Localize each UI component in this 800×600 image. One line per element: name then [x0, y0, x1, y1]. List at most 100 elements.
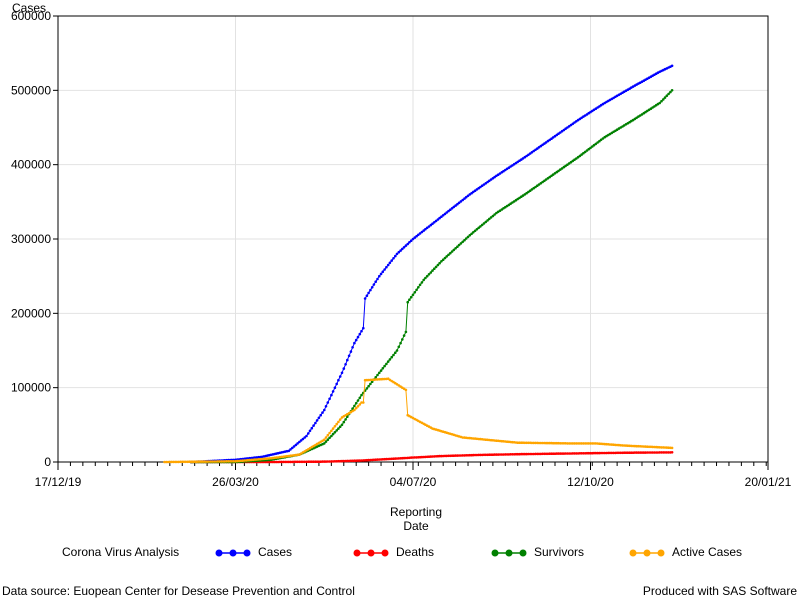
data-point — [498, 453, 502, 456]
data-point — [358, 332, 362, 336]
data-point — [575, 452, 578, 455]
data-point — [372, 283, 376, 286]
data-point — [566, 442, 569, 445]
data-point — [273, 460, 276, 464]
data-point — [376, 373, 379, 377]
data-point — [454, 247, 457, 250]
data-point — [287, 449, 291, 453]
data-point — [454, 204, 457, 207]
data-point — [463, 238, 466, 242]
data-point — [560, 167, 564, 170]
data-point — [383, 364, 386, 368]
data-point — [523, 452, 527, 456]
data-point — [610, 451, 614, 455]
data-point — [658, 451, 661, 454]
data-point — [411, 293, 415, 297]
x-tick-label: 17/12/19 — [35, 475, 82, 489]
data-point — [473, 453, 477, 457]
series-layer — [163, 64, 674, 464]
data-point — [539, 144, 543, 148]
data-point — [665, 94, 669, 97]
data-point — [175, 460, 179, 464]
data-point — [344, 418, 347, 421]
data-point — [541, 441, 544, 445]
data-point — [424, 276, 427, 280]
data-point — [429, 271, 433, 274]
data-point — [402, 334, 406, 337]
data-point — [298, 440, 301, 444]
data-point — [479, 185, 482, 189]
data-point — [305, 434, 308, 438]
data-point — [479, 225, 482, 228]
x-tick-label: 20/01/21 — [745, 475, 792, 489]
data-point — [559, 442, 562, 445]
data-point — [548, 452, 551, 456]
data-point — [324, 405, 328, 408]
data-point — [323, 408, 326, 412]
data-point — [431, 222, 434, 225]
data-point — [587, 451, 590, 455]
data-point — [546, 441, 550, 445]
data-point — [298, 460, 301, 464]
data-point — [307, 432, 310, 435]
data-point — [551, 441, 555, 445]
data-point — [324, 436, 328, 439]
data-point — [447, 209, 450, 213]
data-point — [461, 198, 465, 202]
data-point — [356, 405, 360, 408]
data-point — [165, 460, 168, 464]
data-point — [292, 445, 296, 448]
data-point — [670, 64, 674, 68]
data-point — [289, 460, 292, 464]
data-point — [580, 153, 583, 156]
data-point — [390, 355, 394, 359]
data-point — [541, 452, 544, 456]
data-point — [670, 446, 674, 450]
data-point — [193, 460, 196, 464]
data-point — [559, 452, 562, 455]
data-point — [589, 442, 592, 445]
axes — [53, 15, 769, 470]
data-point — [638, 451, 642, 454]
footnote-source: Data source: Euopean Center for Desease … — [2, 584, 355, 598]
data-point — [479, 453, 482, 457]
data-point — [338, 375, 342, 378]
data-point — [457, 454, 461, 457]
data-point — [310, 460, 314, 464]
data-point — [438, 454, 441, 458]
data-point — [447, 454, 450, 458]
data-point — [493, 453, 496, 456]
data-point — [518, 441, 521, 445]
data-point — [488, 453, 491, 457]
data-point — [452, 205, 456, 209]
series-active-cases — [163, 377, 674, 464]
data-point — [527, 153, 530, 157]
data-point — [314, 421, 317, 425]
data-point — [425, 226, 429, 230]
data-point — [392, 353, 395, 357]
data-point — [362, 401, 365, 404]
data-point — [539, 441, 543, 445]
data-point — [333, 460, 337, 463]
data-point — [601, 137, 605, 140]
data-point — [530, 151, 534, 154]
data-point — [331, 427, 335, 430]
data-point — [363, 297, 367, 300]
data-point — [212, 460, 216, 463]
data-point — [340, 371, 344, 375]
data-point — [663, 96, 667, 99]
data-point — [319, 413, 323, 417]
data-point — [358, 403, 362, 406]
data-point — [567, 452, 571, 455]
data-point — [473, 189, 477, 192]
data-point — [367, 291, 370, 295]
data-point — [569, 160, 573, 164]
data-point — [308, 460, 312, 464]
data-point — [356, 459, 360, 462]
data-point — [392, 257, 395, 260]
data-point — [312, 460, 315, 464]
data-point — [369, 288, 372, 292]
data-point — [573, 442, 576, 445]
data-point — [589, 146, 592, 150]
data-point — [566, 452, 569, 455]
